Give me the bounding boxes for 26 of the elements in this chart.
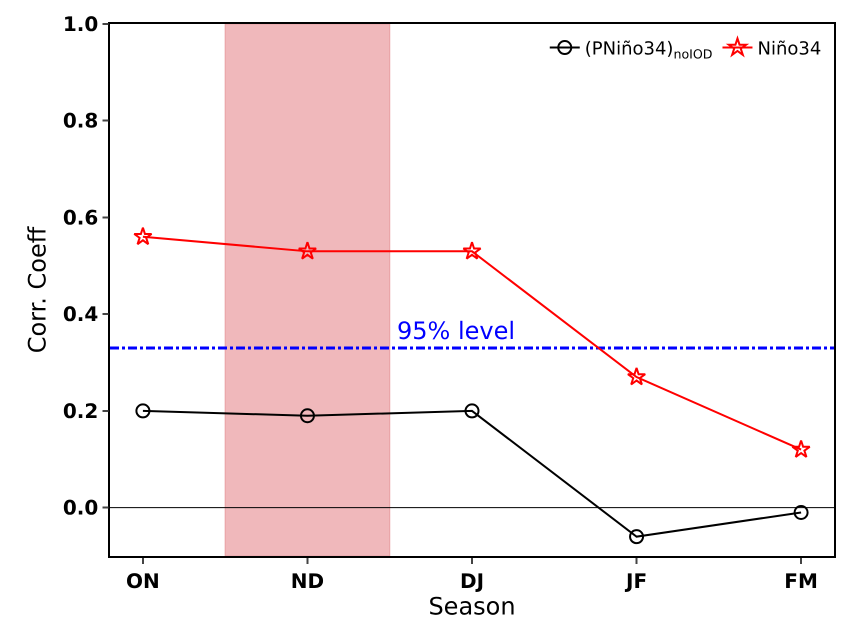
y-tick-label: 0.4 [62,302,98,326]
x-tick-label: JF [624,568,648,593]
point [629,529,644,544]
y-tick-label: 0.6 [62,205,98,230]
point [464,403,480,418]
ref-line-label: 95% level [397,317,516,345]
legend-label: Niño34 [757,38,822,60]
x-tick-label: ND [290,568,324,593]
point [791,440,811,458]
x-tick-label: FM [784,568,818,593]
x-axis-title: Season [428,592,516,621]
point [298,241,318,260]
point [133,226,153,246]
x-tick-label: ON [126,568,160,593]
point [300,408,315,424]
y-tick-label: 0.2 [62,398,98,423]
point [135,403,150,418]
point [626,366,646,386]
legend-label: (PNiño34)$_{noIOD}$ [584,38,712,62]
x-tick-label: DJ [460,568,484,593]
point [794,504,809,520]
y-tick-label: 0.0 [62,496,98,520]
y-tick-label: 0.8 [62,108,98,133]
y-tick-label: 1.0 [62,12,98,36]
point [462,241,482,260]
y-axis-title: Corr. Coeff [23,226,52,354]
